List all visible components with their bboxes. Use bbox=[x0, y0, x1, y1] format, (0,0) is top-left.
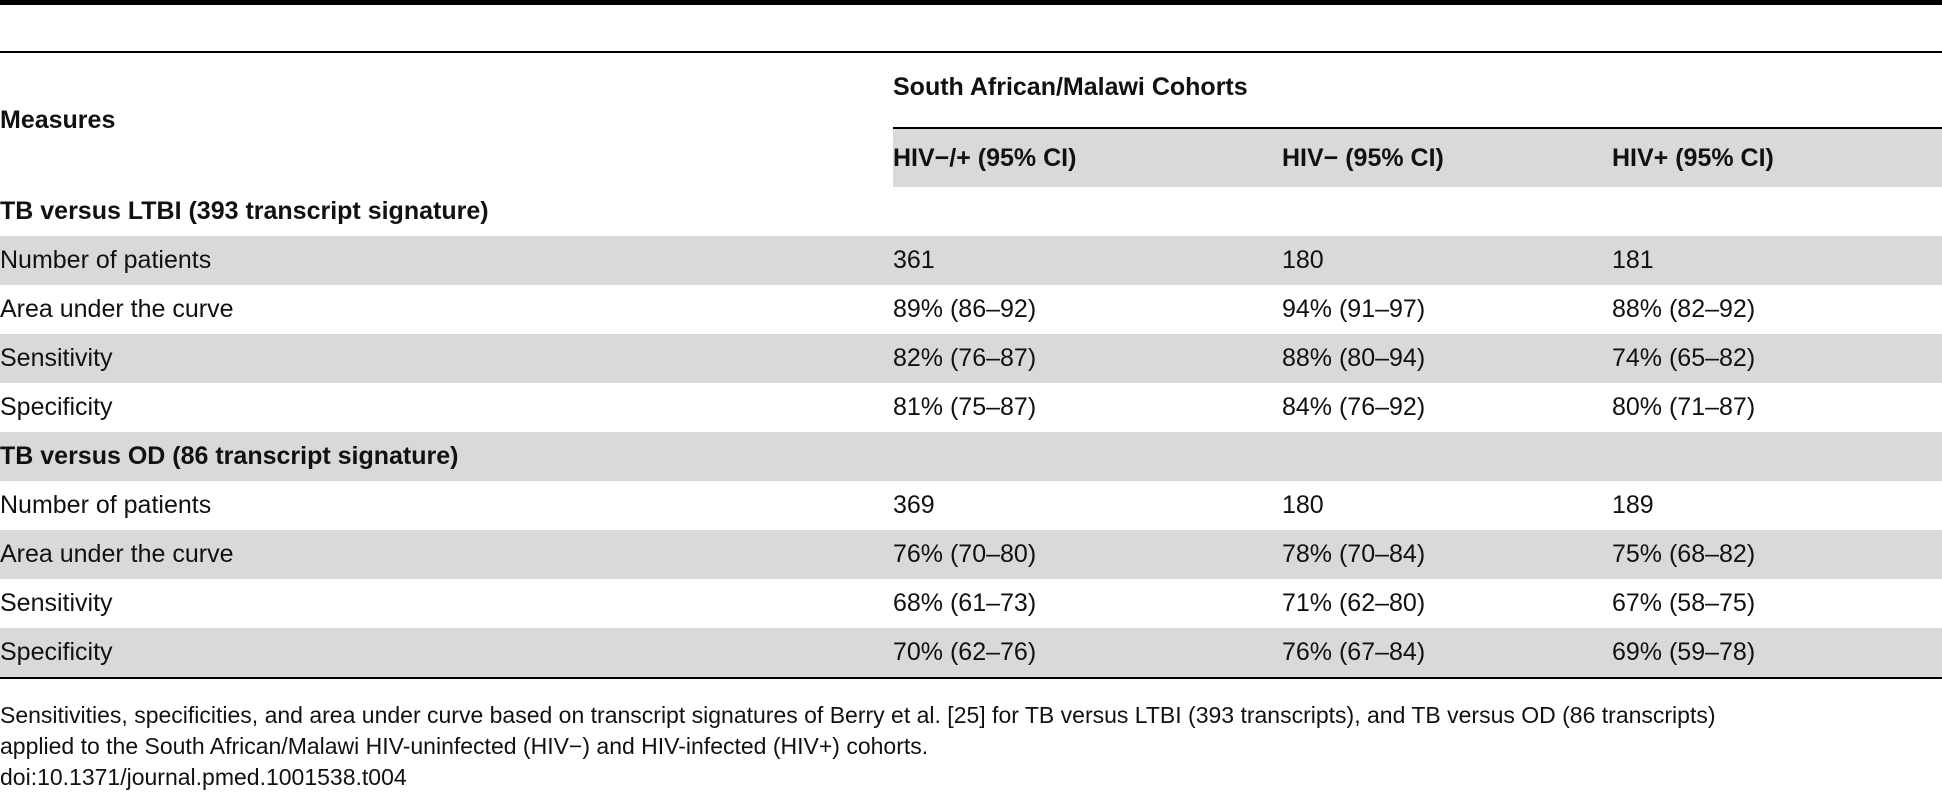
cell-hiv-all: 89% (86–92) bbox=[893, 285, 1282, 334]
table-row: Sensitivity 68% (61–73) 71% (62–80) 67% … bbox=[0, 579, 1942, 628]
table-row: Area under the curve 89% (86–92) 94% (91… bbox=[0, 285, 1942, 334]
caption-line: Sensitivities, specificities, and area u… bbox=[0, 702, 1716, 728]
caption-line: applied to the South African/Malawi HIV-… bbox=[0, 733, 929, 759]
cell-hiv-negative: 84% (76–92) bbox=[1282, 383, 1612, 432]
measures-header: Measures bbox=[0, 105, 116, 134]
cell-hiv-positive: 69% (59–78) bbox=[1612, 628, 1942, 677]
table-row: Sensitivity 82% (76–87) 88% (80–94) 74% … bbox=[0, 334, 1942, 383]
cell-hiv-all: 361 bbox=[893, 236, 1282, 285]
cell-hiv-all: 68% (61–73) bbox=[893, 579, 1282, 628]
table-row: Number of patients 361 180 181 bbox=[0, 236, 1942, 285]
row-label: Specificity bbox=[0, 383, 893, 432]
section-title-od: TB versus OD (86 transcript signature) bbox=[0, 432, 1942, 481]
table-row: Specificity 70% (62–76) 76% (67–84) 69% … bbox=[0, 628, 1942, 677]
cell-hiv-positive: 88% (82–92) bbox=[1612, 285, 1942, 334]
row-label: Sensitivity bbox=[0, 334, 893, 383]
cell-hiv-positive: 80% (71–87) bbox=[1612, 383, 1942, 432]
cell-hiv-negative: 180 bbox=[1282, 481, 1612, 530]
cell-hiv-positive: 181 bbox=[1612, 236, 1942, 285]
cell-hiv-negative: 78% (70–84) bbox=[1282, 530, 1612, 579]
table-caption: Sensitivities, specificities, and area u… bbox=[0, 700, 1942, 793]
cell-hiv-all: 81% (75–87) bbox=[893, 383, 1282, 432]
row-label: Number of patients bbox=[0, 481, 893, 530]
doi-text: doi:10.1371/journal.pmed.1001538.t004 bbox=[0, 764, 407, 790]
section-header-row: TB versus LTBI (393 transcript signature… bbox=[0, 187, 1942, 236]
cell-hiv-all: 76% (70–80) bbox=[893, 530, 1282, 579]
row-label: Sensitivity bbox=[0, 579, 893, 628]
results-table-container: Measures South African/Malawi Cohorts HI… bbox=[0, 51, 1942, 679]
cell-hiv-positive: 75% (68–82) bbox=[1612, 530, 1942, 579]
column-header-hiv-all: HIV−/+ (95% CI) bbox=[893, 127, 1282, 187]
cell-hiv-negative: 88% (80–94) bbox=[1282, 334, 1612, 383]
results-table: Measures South African/Malawi Cohorts HI… bbox=[0, 53, 1942, 677]
cohort-group-header: South African/Malawi Cohorts bbox=[893, 72, 1248, 101]
column-header-hiv-positive: HIV+ (95% CI) bbox=[1612, 127, 1942, 187]
cell-hiv-all: 70% (62–76) bbox=[893, 628, 1282, 677]
cell-hiv-positive: 189 bbox=[1612, 481, 1942, 530]
section-title-ltbi: TB versus LTBI (393 transcript signature… bbox=[0, 187, 1942, 236]
table-row: Number of patients 369 180 189 bbox=[0, 481, 1942, 530]
header-row-columns: HIV−/+ (95% CI) HIV− (95% CI) HIV+ (95% … bbox=[0, 127, 1942, 187]
header-row-group: Measures South African/Malawi Cohorts bbox=[0, 53, 1942, 134]
cell-hiv-positive: 67% (58–75) bbox=[1612, 579, 1942, 628]
top-rule bbox=[0, 0, 1942, 5]
cell-hiv-negative: 71% (62–80) bbox=[1282, 579, 1612, 628]
cell-hiv-negative: 94% (91–97) bbox=[1282, 285, 1612, 334]
cell-hiv-negative: 76% (67–84) bbox=[1282, 628, 1612, 677]
table-row: Area under the curve 76% (70–80) 78% (70… bbox=[0, 530, 1942, 579]
cell-hiv-all: 82% (76–87) bbox=[893, 334, 1282, 383]
table-row: Specificity 81% (75–87) 84% (76–92) 80% … bbox=[0, 383, 1942, 432]
row-label: Area under the curve bbox=[0, 530, 893, 579]
row-label: Area under the curve bbox=[0, 285, 893, 334]
row-label: Number of patients bbox=[0, 236, 893, 285]
cell-hiv-positive: 74% (65–82) bbox=[1612, 334, 1942, 383]
row-label: Specificity bbox=[0, 628, 893, 677]
cell-hiv-negative: 180 bbox=[1282, 236, 1612, 285]
section-header-row: TB versus OD (86 transcript signature) bbox=[0, 432, 1942, 481]
cell-hiv-all: 369 bbox=[893, 481, 1282, 530]
column-header-hiv-negative: HIV− (95% CI) bbox=[1282, 127, 1612, 187]
